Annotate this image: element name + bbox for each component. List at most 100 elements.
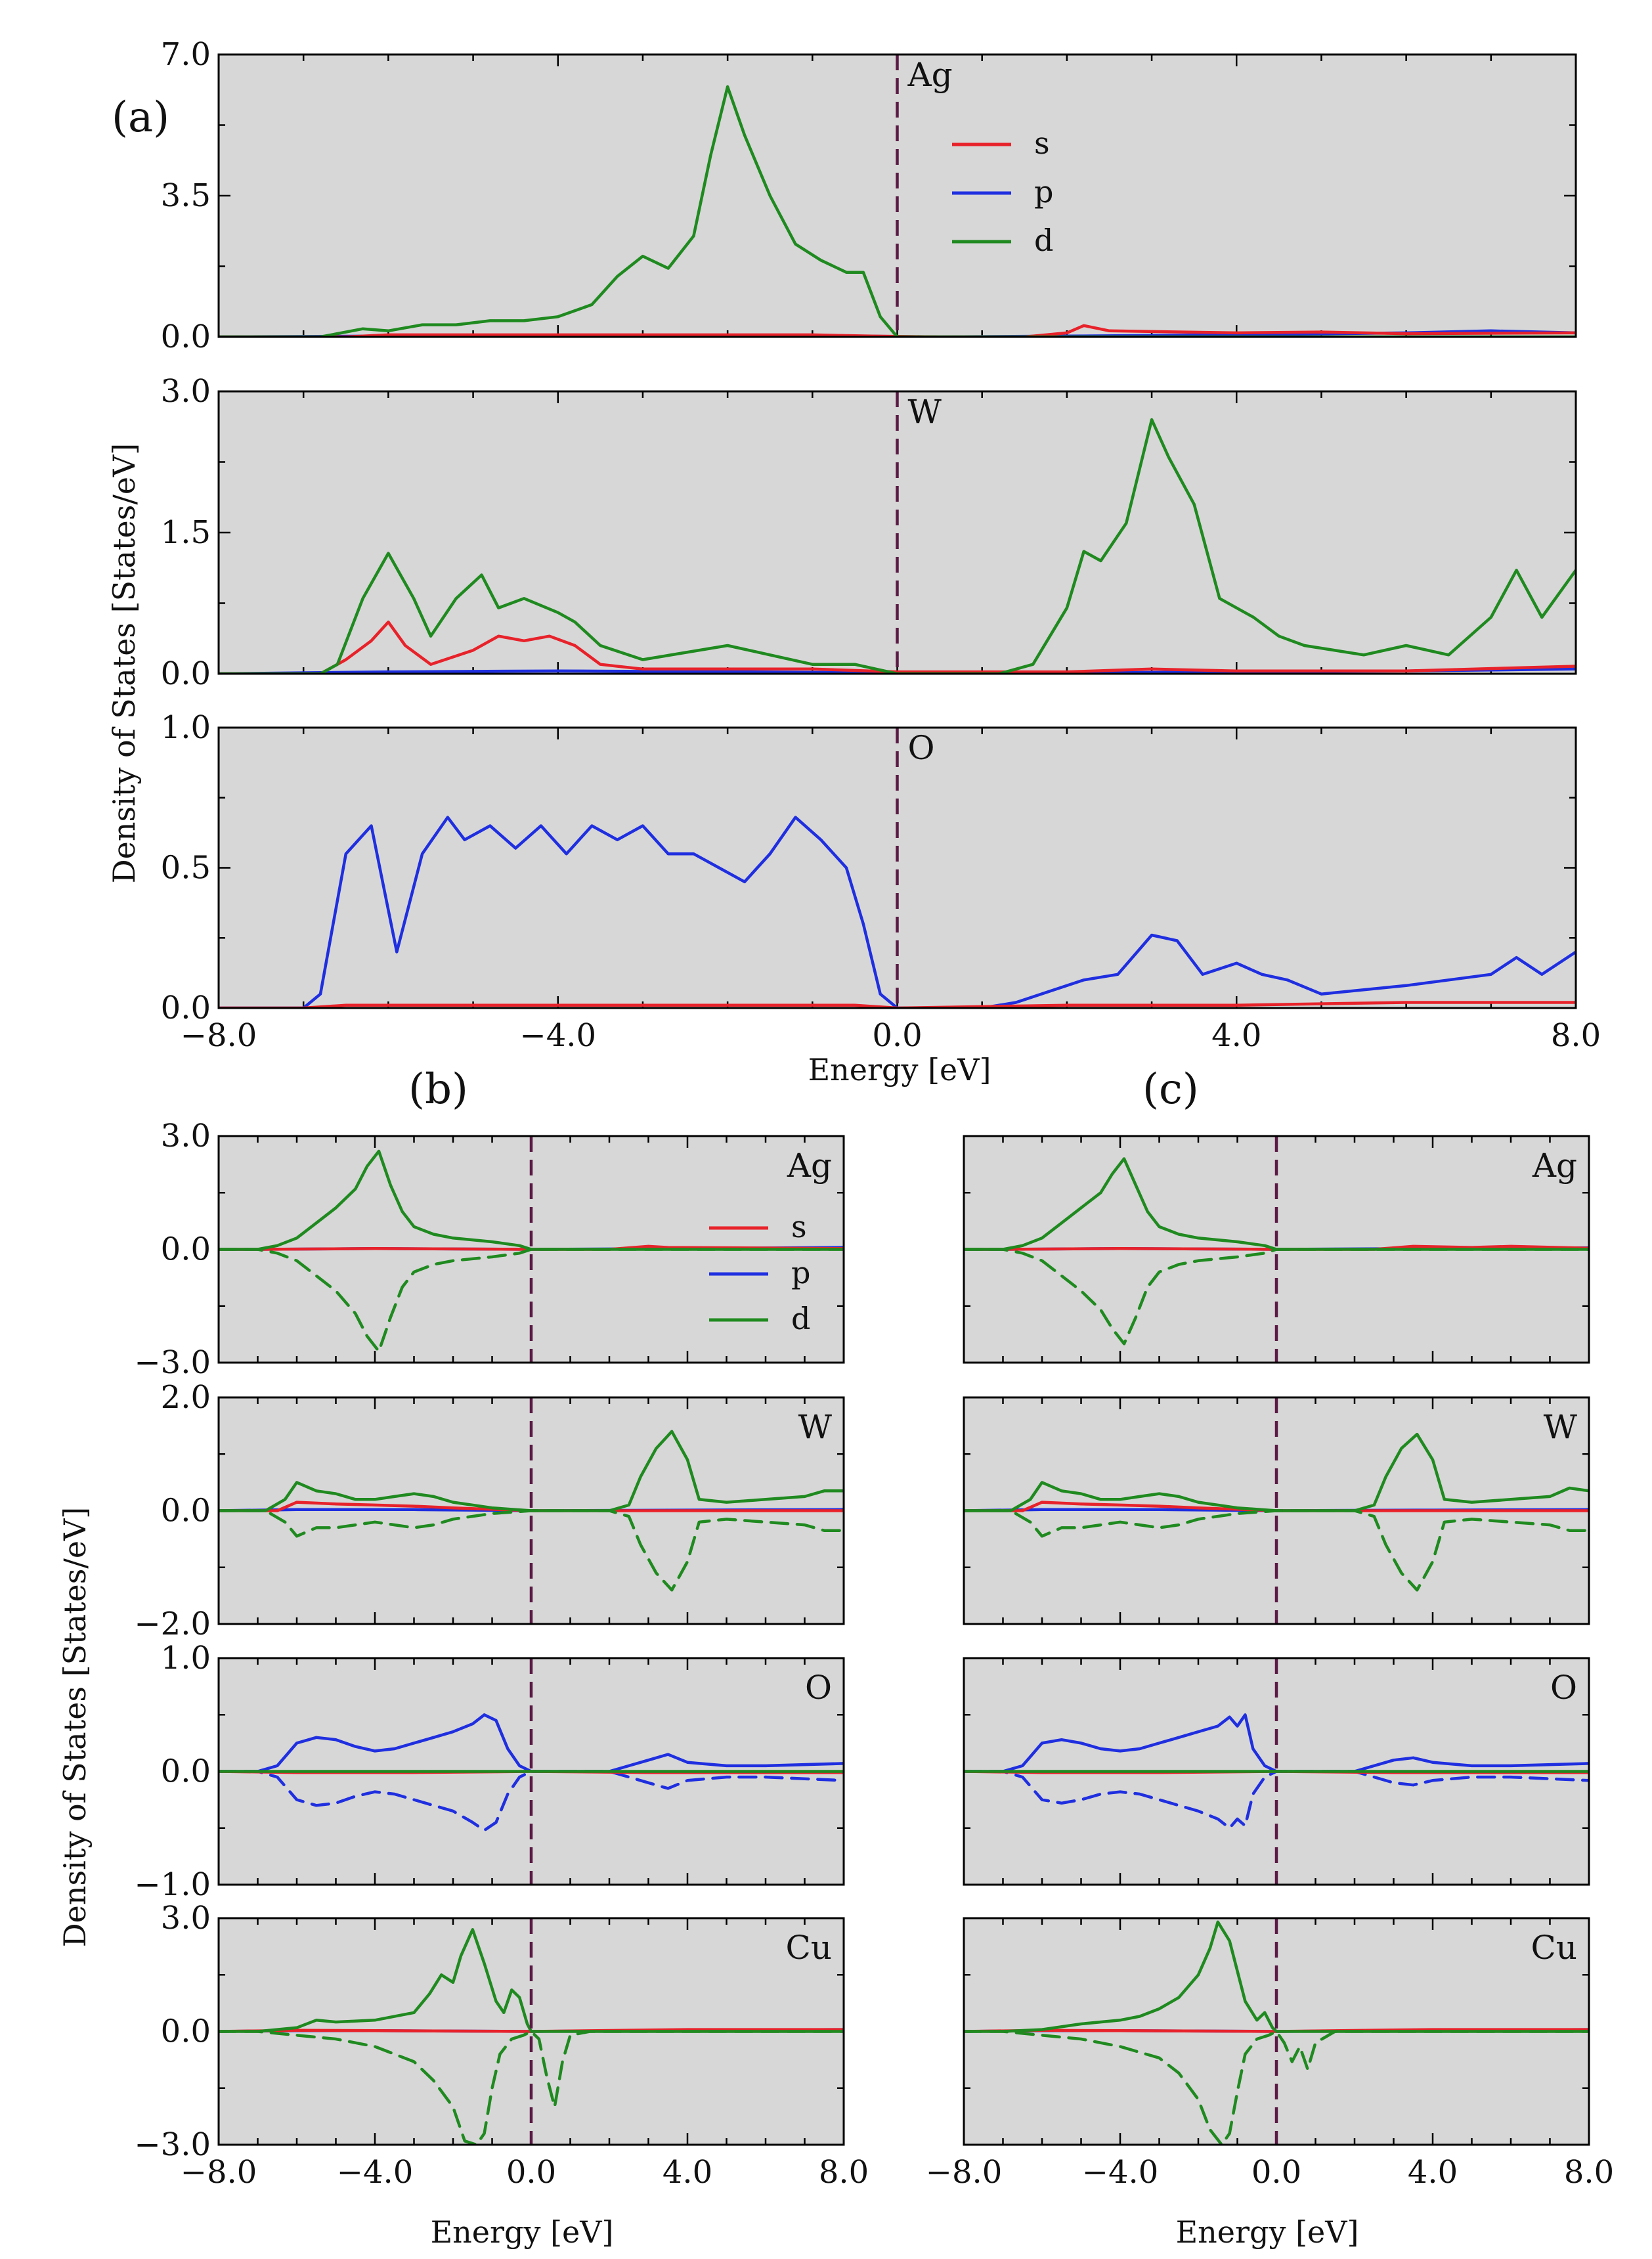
panel-a-Ag: 0.0 3.5 7.0 Ag spd [161, 36, 1577, 355]
panel-label-b: (b) [408, 1065, 468, 1114]
panel-frame [217, 1135, 845, 1364]
element-label-Ag: Ag [1532, 1147, 1577, 1185]
panel-b-Cu: −8.0 −4.0 0.0 4.0 8.0 −3.0 0.0 3.0 Cu [134, 1900, 869, 2191]
series-line-d-spin-down [964, 1509, 1589, 1592]
panel-frame [217, 1657, 845, 1886]
panel-b-W: −2.0 0.0 2.0 W [134, 1379, 845, 1642]
x-tick-label: −4.0 [1082, 2154, 1159, 2191]
series-group [964, 1920, 1589, 2145]
element-label-Cu: Cu [1531, 1929, 1577, 1967]
y-tick-label: 0.0 [161, 990, 211, 1026]
panel-background [219, 55, 1576, 337]
y-tick-label: 0.0 [161, 655, 211, 692]
element-label-W: W [798, 1408, 833, 1446]
panel-frame [963, 1917, 1590, 2146]
y-tick-label: 0.0 [161, 1493, 211, 1529]
x-tick-label: 4.0 [663, 2154, 712, 2191]
legend: spd [952, 125, 1053, 258]
y-tick-label: 0.5 [161, 850, 211, 887]
series-line-p [964, 1713, 1589, 1773]
y-tick-label: 2.0 [161, 1379, 211, 1416]
series-group [219, 1713, 844, 1832]
series-line-d-spin-down [219, 1509, 844, 1592]
element-label-Ag: Ag [907, 56, 953, 94]
y-tick-label: 3.0 [161, 1118, 211, 1154]
series-line-d [219, 1149, 844, 1251]
element-label-O: O [1550, 1669, 1577, 1707]
panel-label-c: (c) [1142, 1065, 1199, 1114]
panel-background [219, 391, 1576, 674]
panel-a-O: −8.0 −4.0 0.0 4.0 8.0 0.0 0.5 1.0 O [161, 709, 1601, 1054]
y-tick-label: −2.0 [134, 1606, 211, 1642]
panel-frame [963, 1396, 1590, 1625]
series-line-d [219, 1928, 844, 2033]
y-tick-label: −3.0 [134, 2126, 211, 2163]
series-line-d [219, 418, 1576, 674]
x-tick-label: 8.0 [819, 2154, 869, 2191]
panel-c-W: W [963, 1396, 1590, 1625]
xlabel-b: Energy [eV] [431, 2214, 614, 2250]
series-line-d [964, 1432, 1589, 1512]
y-tick-label: 0.0 [161, 318, 211, 355]
series-line-d-spin-down [219, 1248, 844, 1353]
x-tick-label: −8.0 [926, 2154, 1003, 2191]
legend-label-s: s [1034, 125, 1050, 161]
y-tick-label: 0.0 [161, 2013, 211, 2050]
series-group [964, 1713, 1589, 1830]
y-tick-label: 3.0 [161, 1900, 211, 1937]
panel-b-O: −1.0 0.0 1.0 O [134, 1640, 845, 1903]
series-line-d [964, 1157, 1589, 1251]
series-line-p [219, 816, 1576, 1008]
y-tick-label: 1.5 [161, 514, 211, 551]
y-tick-label: 3.5 [161, 177, 211, 214]
series-line-d [964, 1920, 1589, 2033]
x-tick-label: 8.0 [1564, 2154, 1614, 2191]
panel-c-O: O [963, 1657, 1590, 1886]
xlabel-c: Energy [eV] [1176, 2214, 1359, 2250]
y-tick-label: 0.0 [161, 1231, 211, 1268]
series-group [964, 1157, 1589, 1346]
xlabel-a: Energy [eV] [808, 1052, 991, 1087]
ylabel-b: Density of States [States/eV] [57, 1507, 93, 1947]
ylabel-a: Density of States [States/eV] [106, 443, 142, 883]
x-tick-label: 8.0 [1551, 1017, 1601, 1054]
panel-label-a: (a) [112, 93, 169, 142]
series-line-d-spin-down [219, 2030, 844, 2145]
series-line-s [219, 1001, 1576, 1008]
x-tick-label: 4.0 [1211, 1017, 1261, 1054]
legend-label-d: d [791, 1301, 810, 1336]
panel-frame [963, 1657, 1590, 1886]
element-label-O: O [805, 1669, 832, 1707]
y-tick-label: 0.0 [161, 1753, 211, 1790]
series-line-s [219, 620, 1576, 674]
series-line-p-spin-down [219, 1770, 844, 1832]
panel-frame [217, 1396, 845, 1625]
legend-label-p: p [1034, 174, 1053, 209]
series-line-d-spin-down [964, 2030, 1589, 2145]
panel-frame [217, 726, 1577, 1009]
x-tick-label: 0.0 [506, 2154, 556, 2191]
panel-frame [217, 53, 1577, 338]
y-tick-label: 1.0 [161, 1640, 211, 1677]
series-line-d-spin-down [964, 1248, 1589, 1346]
panel-c-Ag: Ag [963, 1135, 1590, 1364]
series-group [964, 1432, 1589, 1592]
x-tick-label: −8.0 [181, 2154, 257, 2191]
x-tick-label: 4.0 [1408, 2154, 1458, 2191]
panel-b-Ag: −3.0 0.0 3.0 Ag spd [134, 1118, 845, 1381]
series-group [219, 85, 1576, 337]
y-tick-label: 3.0 [161, 373, 211, 410]
y-tick-label: −1.0 [134, 1866, 211, 1903]
series-line-p-spin-down [964, 1770, 1589, 1830]
series-line-d [219, 1430, 844, 1512]
legend-label-s: s [791, 1209, 807, 1244]
x-tick-label: 0.0 [872, 1017, 922, 1054]
element-label-Ag: Ag [787, 1147, 832, 1185]
panel-frame [963, 1135, 1590, 1364]
series-line-s [219, 2028, 844, 2033]
element-label-W: W [1544, 1408, 1578, 1446]
x-tick-label: −8.0 [181, 1017, 257, 1054]
x-tick-label: 0.0 [1251, 2154, 1301, 2191]
